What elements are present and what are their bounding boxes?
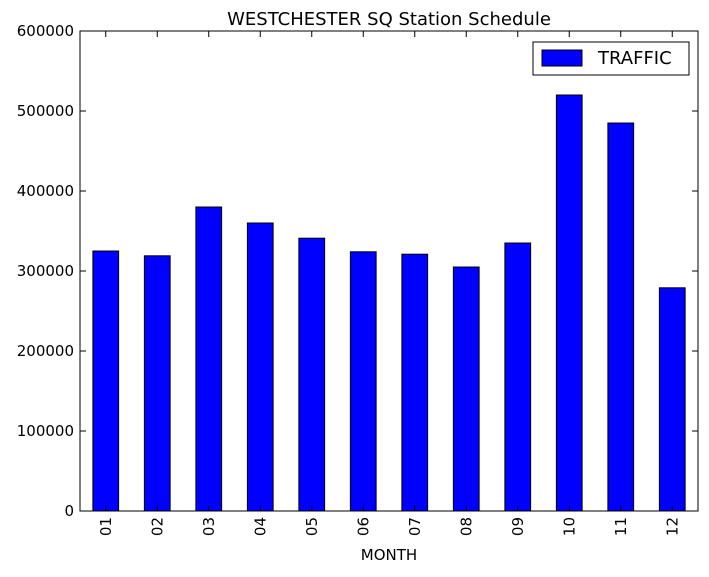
y-tick-label: 0 (64, 502, 74, 520)
x-tick-label: 01 (97, 517, 115, 536)
bar-08 (452, 266, 480, 512)
bars-layer (92, 94, 686, 512)
bar-01 (92, 250, 120, 512)
x-tick-label: 09 (509, 517, 527, 536)
legend-swatch (541, 49, 583, 67)
bar-04 (246, 222, 274, 512)
bar-06 (349, 251, 377, 512)
bar-12 (658, 287, 686, 512)
bar-02 (143, 255, 171, 512)
bar-07 (401, 253, 429, 512)
x-axis-label: MONTH (361, 546, 417, 564)
bar-03 (195, 206, 223, 512)
y-tick-label: 500000 (17, 102, 74, 120)
x-tick-label: 06 (354, 517, 372, 536)
legend: TRAFFIC (532, 41, 690, 76)
y-tick-label: 400000 (17, 182, 74, 200)
plot-frame (79, 30, 699, 512)
bar-10 (555, 94, 583, 512)
axes-layer: 01 02 03 04 05 06 07 08 09 10 11 12 0 100000 200000 300… (17, 22, 698, 536)
bar-11 (607, 122, 635, 512)
y-tick-label: 300000 (17, 262, 74, 280)
bar-09 (504, 242, 532, 512)
x-tick-label: 03 (200, 517, 218, 536)
chart-title: WESTCHESTER SQ Station Schedule (227, 9, 551, 30)
bar-05 (298, 237, 326, 512)
x-tick-label: 12 (663, 517, 681, 536)
y-tick-label: 200000 (17, 342, 74, 360)
x-tick-label: 10 (560, 517, 578, 536)
x-tick-label: 08 (457, 517, 475, 536)
x-tick-label: 02 (148, 517, 166, 536)
x-tick-label: 07 (406, 517, 424, 536)
x-tick-label: 11 (612, 517, 630, 536)
y-tick-label: 100000 (17, 422, 74, 440)
legend-label: TRAFFIC (597, 48, 672, 69)
y-tick-label: 600000 (17, 22, 74, 40)
x-tick-label: 04 (251, 517, 269, 536)
x-tick-label: 05 (303, 517, 321, 536)
